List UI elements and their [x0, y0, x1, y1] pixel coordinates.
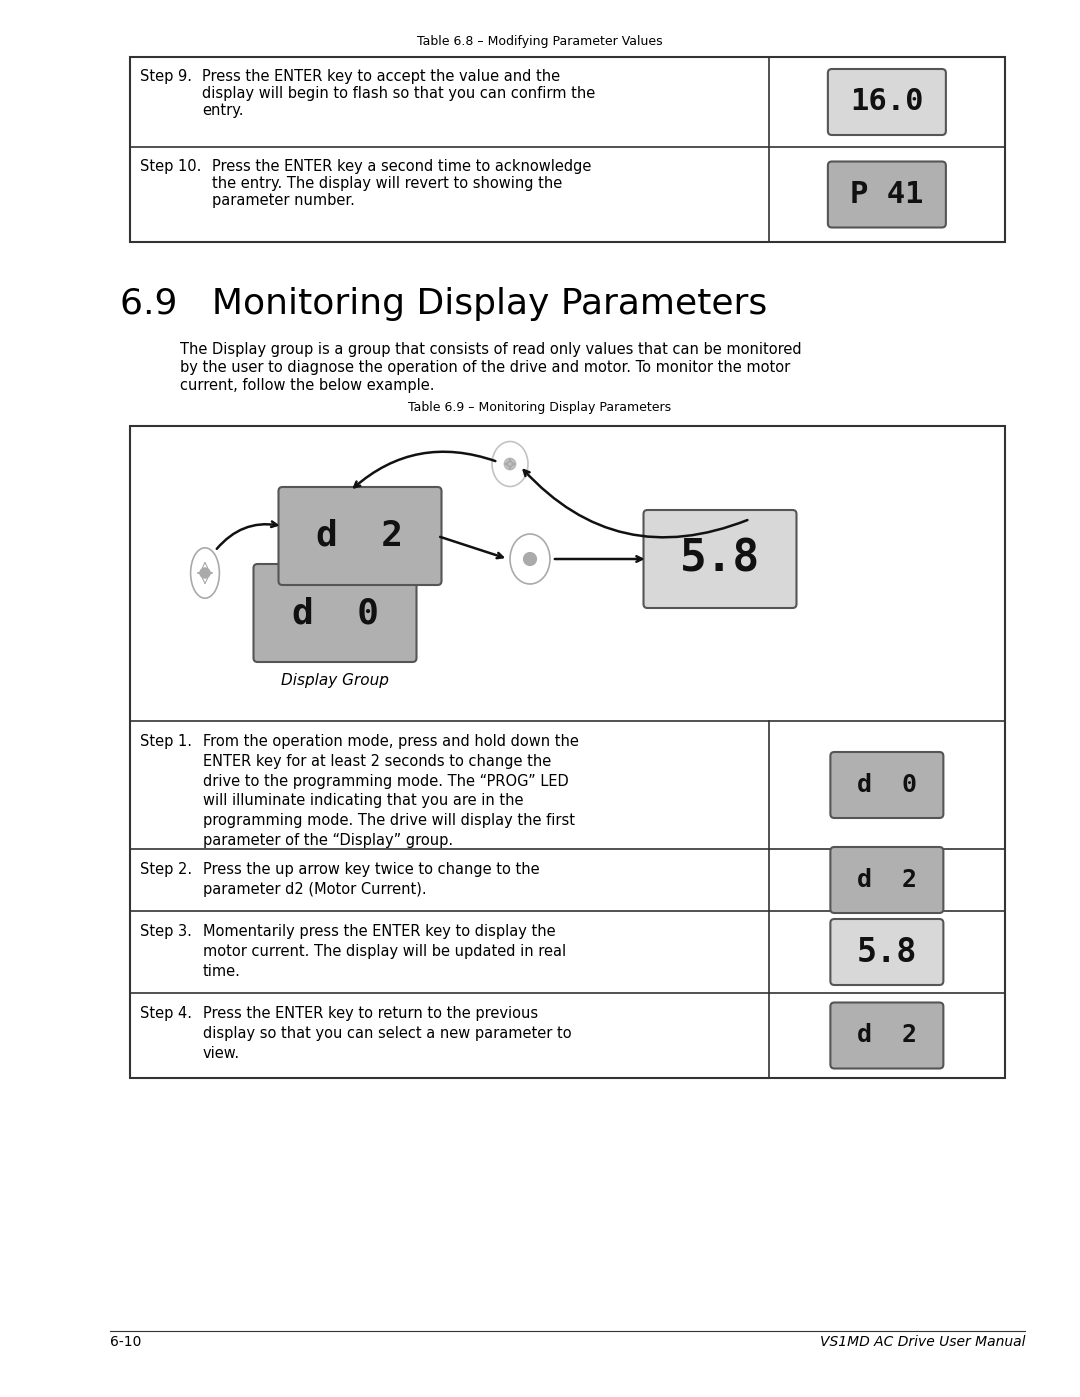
Bar — [130, 57, 1005, 242]
Circle shape — [200, 569, 210, 578]
Text: d  2: d 2 — [856, 868, 917, 893]
Text: Step 3.: Step 3. — [140, 923, 192, 939]
Text: parameter number.: parameter number. — [212, 193, 355, 208]
Text: Step 4.: Step 4. — [140, 1006, 192, 1021]
Text: Momentarily press the ENTER key to display the
motor current. The display will b: Momentarily press the ENTER key to displ… — [203, 923, 566, 979]
FancyBboxPatch shape — [644, 510, 797, 608]
Circle shape — [524, 553, 537, 566]
Bar — [130, 426, 1005, 1078]
Text: Table 6.8 – Modifying Parameter Values: Table 6.8 – Modifying Parameter Values — [417, 35, 663, 49]
Text: The Display group is a group that consists of read only values that can be monit: The Display group is a group that consis… — [180, 342, 801, 358]
Text: display will begin to flash so that you can confirm the: display will begin to flash so that you … — [202, 87, 595, 101]
Text: 5.8: 5.8 — [680, 538, 760, 581]
Text: Step 9.: Step 9. — [140, 68, 192, 84]
FancyBboxPatch shape — [254, 564, 417, 662]
Text: Display Group: Display Group — [281, 673, 389, 687]
Text: Press the ENTER key to return to the previous
display so that you can select a n: Press the ENTER key to return to the pre… — [203, 1006, 571, 1060]
Circle shape — [504, 458, 516, 469]
Text: P 41: P 41 — [850, 180, 923, 210]
Text: 16.0: 16.0 — [850, 88, 923, 116]
Text: the entry. The display will revert to showing the: the entry. The display will revert to sh… — [212, 176, 563, 191]
Text: Press the ENTER key a second time to acknowledge: Press the ENTER key a second time to ack… — [212, 159, 592, 175]
Text: d  2: d 2 — [856, 1024, 917, 1048]
Text: 6.9   Monitoring Display Parameters: 6.9 Monitoring Display Parameters — [120, 286, 767, 321]
FancyBboxPatch shape — [831, 847, 943, 914]
Text: Step 10.: Step 10. — [140, 159, 201, 175]
FancyBboxPatch shape — [831, 752, 943, 819]
FancyBboxPatch shape — [831, 1003, 943, 1069]
Text: From the operation mode, press and hold down the
ENTER key for at least 2 second: From the operation mode, press and hold … — [203, 733, 579, 848]
Text: 5.8: 5.8 — [856, 936, 917, 968]
Text: current, follow the below example.: current, follow the below example. — [180, 379, 434, 393]
Text: Press the up arrow key twice to change to the
parameter d2 (Motor Current).: Press the up arrow key twice to change t… — [203, 862, 540, 897]
Text: entry.: entry. — [202, 103, 243, 117]
Text: VS1MD AC Drive User Manual: VS1MD AC Drive User Manual — [820, 1336, 1025, 1350]
Text: Step 2.: Step 2. — [140, 862, 192, 877]
Text: Table 6.9 – Monitoring Display Parameters: Table 6.9 – Monitoring Display Parameter… — [408, 401, 672, 415]
Text: d  0: d 0 — [856, 773, 917, 798]
Text: 6-10: 6-10 — [110, 1336, 141, 1350]
FancyBboxPatch shape — [831, 919, 943, 985]
Text: Step 1.: Step 1. — [140, 733, 192, 749]
Text: d  0: d 0 — [292, 597, 378, 630]
Text: d  2: d 2 — [316, 520, 404, 553]
FancyBboxPatch shape — [828, 68, 946, 136]
FancyBboxPatch shape — [828, 162, 946, 228]
Text: by the user to diagnose the operation of the drive and motor. To monitor the mot: by the user to diagnose the operation of… — [180, 360, 791, 374]
Text: Press the ENTER key to accept the value and the: Press the ENTER key to accept the value … — [202, 68, 561, 84]
FancyBboxPatch shape — [279, 488, 442, 585]
